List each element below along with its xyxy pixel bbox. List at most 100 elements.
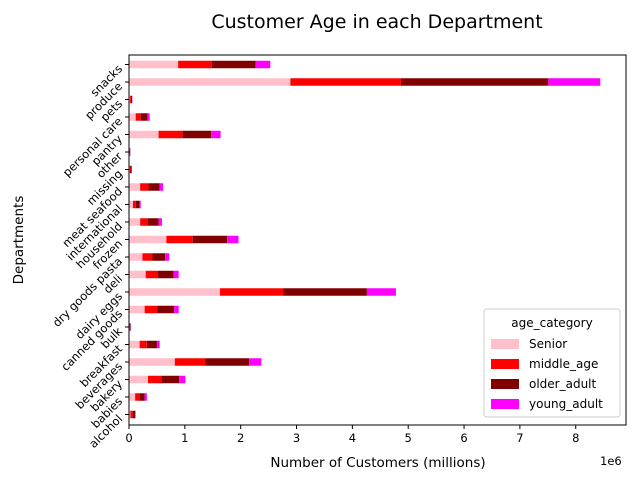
bar-breakfast-senior [129, 340, 140, 349]
bar-alcohol-senior [129, 410, 131, 419]
bar-dairy-eggs-middle-age [220, 288, 284, 296]
legend-label-older-adult: older_adult [529, 377, 597, 391]
bar-pantry-senior [129, 130, 159, 139]
bar-dry-goods-pasta-older-adult [152, 253, 166, 261]
bar-alcohol-middle-age [130, 410, 133, 419]
bar-frozen-middle-age [166, 235, 193, 244]
legend: age_category Senior middle_age older_adult… [483, 308, 621, 418]
y-axis-title: Departments [11, 196, 27, 285]
bar-bulk-older-adult [129, 323, 131, 331]
bar-international-older-adult [135, 200, 140, 209]
bar-breakfast-young-adult [156, 340, 160, 349]
bar-produce-young-adult [548, 78, 601, 86]
bar-frozen-young-adult [227, 235, 239, 244]
bar-dry-goods-pasta-middle-age [142, 253, 153, 261]
legend-label-middle-age: middle_age [529, 357, 598, 371]
legend-swatch-young-adult [491, 399, 519, 409]
bar-meat-seafood-middle-age [140, 183, 149, 191]
bar-frozen-older-adult [192, 235, 228, 244]
bar-beverages-older-adult [205, 358, 250, 366]
x-axis-offset-label: 1e6 [600, 454, 622, 468]
legend-swatch-older-adult [491, 379, 519, 389]
bar-beverages-senior [129, 358, 175, 366]
bars-group [129, 60, 601, 419]
bar-breakfast-middle-age [139, 340, 147, 349]
x-tick-label: 6 [460, 431, 467, 445]
legend-swatch-senior [491, 339, 519, 349]
bar-snacks-older-adult [211, 60, 256, 69]
x-axis-title: Number of Customers (millions) [270, 455, 485, 471]
bar-pets-middle-age [130, 95, 132, 104]
legend-box [483, 308, 621, 418]
bar-meat-seafood-young-adult [159, 183, 164, 191]
bar-snacks-young-adult [255, 60, 271, 69]
bar-international-senior [129, 200, 133, 209]
bar-canned-goods-older-adult [157, 305, 175, 314]
bar-international-young-adult [139, 200, 141, 209]
bar-dairy-eggs-young-adult [366, 288, 396, 296]
bar-personal-care-young-adult [147, 113, 150, 121]
x-tick-label: 3 [293, 431, 300, 445]
bar-pantry-young-adult [211, 130, 221, 139]
bar-snacks-middle-age [178, 60, 212, 69]
bar-alcohol-older-adult [132, 410, 136, 419]
bar-pets-senior [129, 95, 131, 104]
bar-babies-older-adult [139, 393, 145, 401]
bar-breakfast-older-adult [146, 340, 157, 349]
bar-bakery-older-adult [161, 375, 180, 384]
y-axis-ticks: alcoholbabiesbakerybeveragesbreakfastbul… [50, 62, 129, 451]
bar-bakery-senior [129, 375, 148, 384]
bar-produce-middle-age [290, 78, 401, 86]
chart-title: Customer Age in each Department [211, 11, 542, 33]
bar-meat-seafood-older-adult [148, 183, 160, 191]
bar-beverages-young-adult [249, 358, 262, 366]
x-tick-label: 7 [516, 431, 523, 445]
legend-title: age_category [511, 316, 592, 330]
bar-meat-seafood-senior [129, 183, 141, 191]
bar-canned-goods-middle-age [144, 305, 158, 314]
legend-label-senior: Senior [529, 337, 567, 351]
bar-personal-care-older-adult [140, 113, 148, 121]
x-tick-label: 8 [572, 431, 579, 445]
bar-babies-young-adult [144, 393, 147, 401]
x-tick-label: 0 [125, 431, 132, 445]
x-tick-label: 5 [405, 431, 412, 445]
bar-bakery-young-adult [179, 375, 186, 384]
x-axis-ticks: 0 1 2 3 4 5 6 7 8 [125, 425, 579, 445]
bar-produce-older-adult [400, 78, 549, 86]
bar-canned-goods-senior [129, 305, 145, 314]
bar-babies-middle-age [135, 393, 140, 401]
bar-personal-care-middle-age [135, 113, 141, 121]
bar-deli-older-adult [158, 270, 174, 279]
x-tick-label: 4 [349, 431, 356, 445]
bar-produce-senior [129, 78, 291, 86]
legend-swatch-middle-age [491, 359, 519, 369]
bar-household-young-adult [158, 218, 162, 226]
bar-household-older-adult [147, 218, 159, 226]
bar-beverages-middle-age [174, 358, 206, 366]
legend-label-young-adult: young_adult [529, 397, 603, 411]
bar-missing-older-adult [130, 165, 132, 174]
bar-snacks-senior [129, 60, 179, 69]
bar-deli-middle-age [145, 270, 159, 279]
bar-babies-senior [129, 393, 136, 401]
bar-bakery-middle-age [147, 375, 162, 384]
bar-alcohol-young-adult [135, 410, 136, 419]
bar-dairy-eggs-older-adult [283, 288, 367, 296]
bar-household-middle-age [140, 218, 148, 226]
bar-missing-middle-age [129, 165, 131, 174]
bar-dry-goods-pasta-senior [129, 253, 143, 261]
bar-international-middle-age [132, 200, 136, 209]
bar-canned-goods-young-adult [174, 305, 179, 314]
bar-deli-senior [129, 270, 146, 279]
bar-frozen-senior [129, 235, 167, 244]
bar-dry-goods-pasta-young-adult [165, 253, 170, 261]
x-tick-label: 1 [181, 431, 188, 445]
bar-personal-care-senior [129, 113, 136, 121]
bar-deli-young-adult [173, 270, 179, 279]
x-tick-label: 2 [237, 431, 244, 445]
bar-pantry-middle-age [158, 130, 183, 139]
bar-pets-older-adult [131, 95, 133, 104]
bar-pantry-older-adult [182, 130, 212, 139]
